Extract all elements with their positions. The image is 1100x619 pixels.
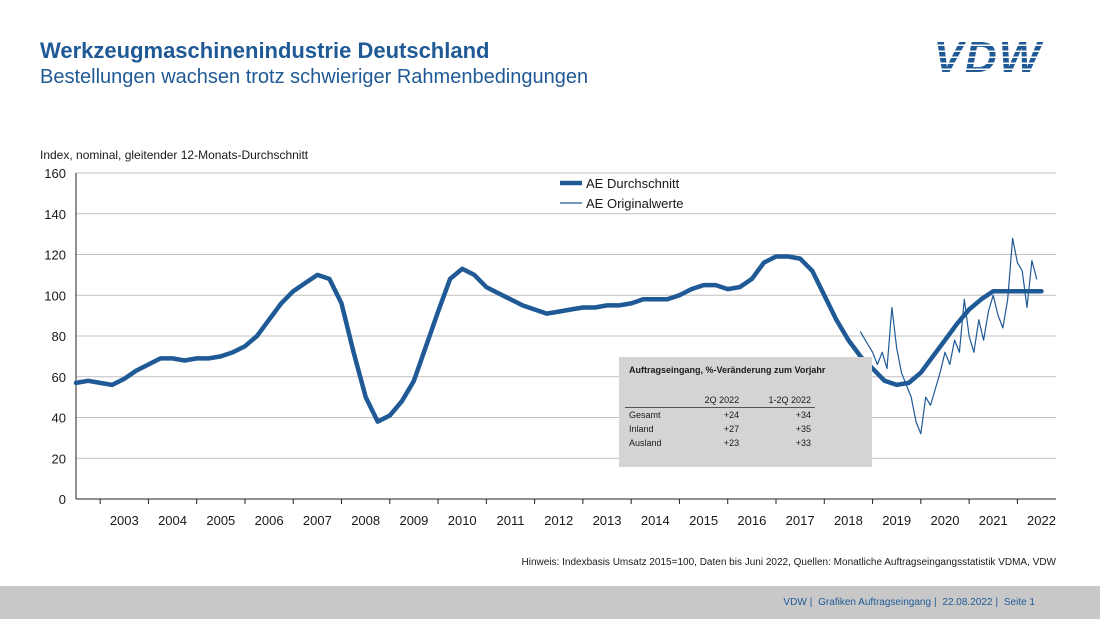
- y-axis-label: Index, nominal, gleitender 12-Monats-Dur…: [40, 148, 309, 162]
- page-title: Werkzeugmaschinenindustrie Deutschland: [40, 38, 490, 63]
- x-tick-label: 2016: [737, 513, 766, 528]
- footer-bar: VDW | Grafiken Auftragseingang | 22.08.202…: [0, 586, 1100, 619]
- table-row: Inland +27 +35: [625, 422, 815, 436]
- x-tick-label: 2013: [593, 513, 622, 528]
- row-label: Inland: [629, 424, 654, 434]
- y-tick-label: 20: [52, 451, 66, 466]
- page-subtitle: Bestellungen wachsen trotz schwieriger R…: [40, 66, 589, 88]
- cell-h1: +35: [795, 424, 811, 434]
- x-tick-label: 2009: [399, 513, 428, 528]
- source-note: Hinweis: Indexbasis Umsatz 2015=100, Dat…: [521, 557, 1056, 568]
- footer-date: 22.08.2022: [942, 597, 993, 608]
- row-label: Gesamt: [629, 410, 661, 420]
- x-tick-label: 2018: [834, 513, 863, 528]
- y-tick-label: 60: [52, 370, 66, 385]
- x-tick-label: 2003: [110, 513, 139, 528]
- y-tick-label: 80: [52, 329, 66, 344]
- footer-page: Seite 1: [1003, 597, 1035, 608]
- y-tick-label: 160: [44, 166, 66, 181]
- x-tick-label: 2010: [448, 513, 477, 528]
- column-header-h1: 1-2Q 2022: [743, 393, 815, 408]
- vdw-logo: VDW: [934, 34, 1044, 78]
- table-corner: [625, 393, 683, 408]
- cell-h1: +34: [795, 410, 811, 420]
- series-line-average: [73, 254, 1044, 424]
- y-tick-label: 40: [52, 411, 66, 426]
- y-tick-label: 100: [44, 288, 66, 303]
- y-tick-label: 120: [44, 248, 66, 263]
- footer-text: VDW | Grafiken Auftragseingang | 22.08.202…: [783, 597, 1035, 608]
- series-line-original: [859, 237, 1038, 435]
- x-tick-label: 2005: [206, 513, 235, 528]
- x-tick-label: 2022: [1027, 513, 1056, 528]
- x-tick-label: 2006: [255, 513, 284, 528]
- row-label: Ausland: [629, 438, 662, 448]
- table-row: Ausland +23 +33: [625, 436, 815, 450]
- x-tick-label: 2021: [979, 513, 1008, 528]
- legend-label: AE Originalwerte: [586, 196, 684, 211]
- x-tick-label: 2017: [786, 513, 815, 528]
- x-tick-label: 2019: [882, 513, 911, 528]
- footer-org: VDW: [783, 597, 807, 608]
- cell-q2: +24: [723, 410, 740, 420]
- x-tick-label: 2007: [303, 513, 332, 528]
- x-tick-label: 2014: [641, 513, 670, 528]
- x-tick-label: 2011: [496, 513, 524, 528]
- column-header-q2: 2Q 2022: [682, 393, 744, 408]
- svg-text:VDW: VDW: [934, 34, 1044, 78]
- legend-label: AE Durchschnitt: [586, 176, 680, 191]
- x-tick-label: 2020: [931, 513, 960, 528]
- x-tick-label: 2008: [351, 513, 380, 528]
- footer-section: Grafiken Auftragseingang: [818, 597, 932, 608]
- y-tick-label: 0: [59, 492, 66, 507]
- x-tick-label: 2015: [689, 513, 718, 528]
- change-table-box: Auftragseingang, %-Veränderung zum Vorja…: [619, 357, 872, 467]
- cell-h1: +33: [795, 438, 811, 448]
- x-tick-label: 2004: [158, 513, 187, 528]
- table-row: Gesamt +24 +34: [625, 408, 815, 423]
- change-table-title: Auftragseingang, %-Veränderung zum Vorja…: [629, 365, 826, 375]
- x-tick-label: 2012: [544, 513, 573, 528]
- change-table: 2Q 2022 1-2Q 2022 Gesamt +24 +34 Inland …: [625, 393, 815, 450]
- cell-q2: +23: [723, 438, 740, 448]
- cell-q2: +27: [723, 424, 740, 434]
- y-tick-label: 140: [44, 207, 66, 222]
